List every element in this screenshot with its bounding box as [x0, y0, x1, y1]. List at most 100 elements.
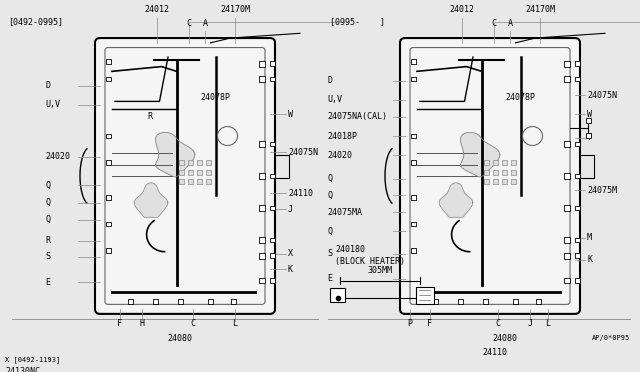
Bar	[197, 160, 202, 165]
Bar	[575, 174, 579, 178]
Bar	[197, 179, 202, 184]
Bar	[206, 160, 211, 165]
FancyBboxPatch shape	[95, 38, 275, 314]
Bar	[586, 133, 591, 138]
Text: S: S	[45, 252, 50, 261]
Text: A: A	[508, 19, 513, 28]
Bar	[179, 160, 184, 165]
Text: [0995-    ]: [0995- ]	[330, 17, 385, 26]
Text: 24110: 24110	[288, 189, 313, 198]
Text: L: L	[545, 319, 550, 328]
Text: 240180: 240180	[335, 245, 365, 254]
Text: W: W	[587, 110, 592, 119]
Bar	[564, 173, 570, 179]
Text: 24075M: 24075M	[587, 186, 617, 195]
Text: 24130NC: 24130NC	[5, 367, 40, 372]
Bar	[259, 76, 265, 82]
Bar	[269, 77, 275, 81]
Text: X: X	[288, 250, 293, 259]
Bar	[410, 77, 415, 81]
Bar	[575, 61, 579, 66]
Bar	[410, 248, 415, 253]
Text: E: E	[327, 274, 332, 283]
Text: R: R	[147, 112, 152, 121]
Text: D: D	[45, 81, 50, 90]
Bar	[259, 278, 265, 283]
Bar	[410, 60, 415, 64]
Bar	[575, 253, 579, 258]
Bar	[152, 299, 157, 304]
Bar	[207, 299, 212, 304]
Text: K: K	[587, 255, 592, 264]
Bar	[575, 206, 579, 210]
Text: 24020: 24020	[327, 151, 352, 160]
Text: 24080: 24080	[493, 334, 518, 343]
Text: 24012: 24012	[145, 5, 170, 15]
Text: J: J	[288, 205, 293, 214]
Text: 24075NA(CAL): 24075NA(CAL)	[327, 112, 387, 122]
Bar	[511, 160, 516, 165]
Text: 24170M: 24170M	[525, 5, 555, 15]
Text: 305MM: 305MM	[367, 266, 392, 275]
Bar	[513, 299, 518, 304]
Text: A: A	[202, 19, 207, 28]
Text: P: P	[408, 319, 413, 328]
Bar	[458, 299, 463, 304]
Bar	[575, 77, 579, 81]
Text: 24110: 24110	[483, 348, 508, 357]
Text: K: K	[288, 264, 293, 274]
Text: 24020: 24020	[45, 153, 70, 161]
Bar	[259, 237, 265, 243]
Text: C: C	[495, 319, 500, 328]
Bar	[536, 299, 541, 304]
Bar	[106, 134, 111, 138]
Bar	[575, 237, 579, 242]
Bar	[564, 237, 570, 243]
Bar	[230, 299, 236, 304]
Bar	[127, 299, 132, 304]
Bar	[433, 299, 438, 304]
Text: M: M	[587, 233, 592, 242]
Bar	[269, 253, 275, 258]
Text: L: L	[232, 319, 237, 328]
Bar	[106, 248, 111, 253]
Text: 24075N: 24075N	[288, 148, 318, 157]
Bar	[259, 253, 265, 259]
Bar	[511, 179, 516, 184]
Text: F: F	[118, 319, 122, 328]
Bar	[483, 299, 488, 304]
Bar	[586, 118, 591, 123]
Text: D: D	[327, 76, 332, 85]
Bar	[106, 160, 111, 165]
Bar	[564, 61, 570, 67]
Bar	[188, 160, 193, 165]
Text: Q: Q	[327, 190, 332, 199]
Bar	[564, 278, 570, 283]
Bar	[493, 170, 498, 174]
Text: U,V: U,V	[327, 95, 342, 105]
Bar	[206, 170, 211, 174]
Polygon shape	[134, 183, 168, 218]
Bar	[269, 278, 275, 283]
Text: 24018P: 24018P	[327, 132, 357, 141]
Text: 24012: 24012	[449, 5, 474, 15]
Bar	[269, 61, 275, 66]
Bar	[330, 288, 345, 302]
Bar	[410, 134, 415, 138]
Text: 24078P: 24078P	[505, 93, 535, 102]
Text: X [0492-1193]: X [0492-1193]	[5, 356, 60, 363]
Bar	[564, 205, 570, 211]
Bar	[106, 195, 111, 200]
Bar	[502, 179, 507, 184]
Bar	[206, 179, 211, 184]
Bar	[564, 141, 570, 147]
Bar	[575, 278, 579, 283]
Bar	[197, 170, 202, 174]
Bar	[511, 170, 516, 174]
Bar	[259, 141, 265, 147]
Text: 24078P: 24078P	[200, 93, 230, 102]
Bar	[269, 206, 275, 210]
Polygon shape	[439, 183, 473, 218]
Bar	[493, 160, 498, 165]
Bar	[259, 205, 265, 211]
